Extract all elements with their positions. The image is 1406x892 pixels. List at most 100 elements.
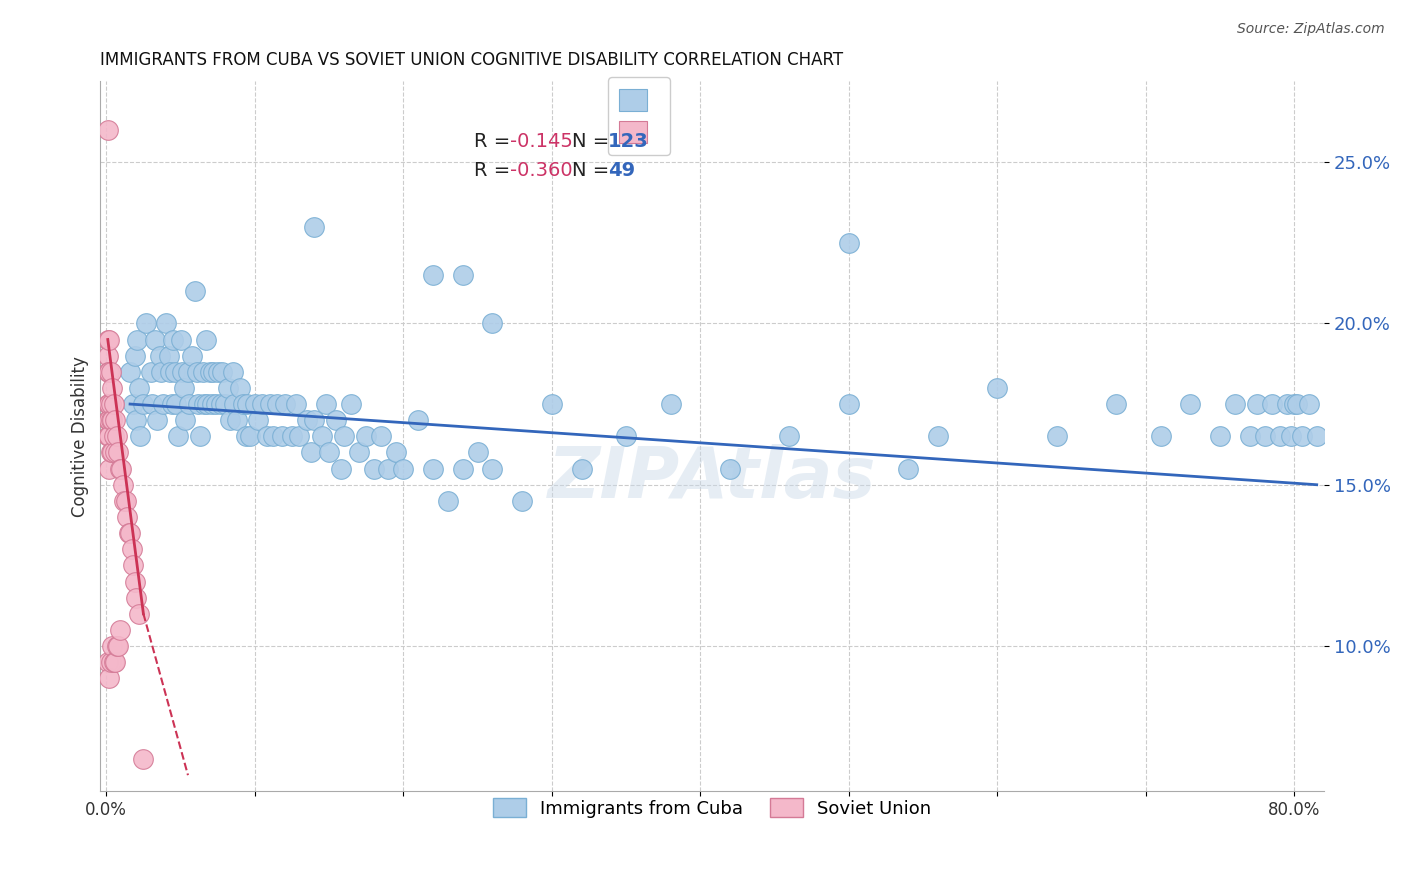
Point: [571, 461, 593, 475]
Point: [838, 397, 860, 411]
Point: [207, 365, 229, 379]
Point: [149, 349, 172, 363]
Point: [202, 365, 225, 379]
Point: [100, 655, 122, 669]
Point: [111, 477, 134, 491]
Point: [236, 397, 259, 411]
Point: [218, 413, 240, 427]
Point: [112, 494, 135, 508]
Point: [232, 397, 254, 411]
Point: [256, 429, 278, 443]
Point: [354, 429, 377, 443]
Point: [481, 317, 503, 331]
Point: [187, 397, 209, 411]
Point: [385, 445, 408, 459]
Point: [270, 429, 292, 443]
Point: [101, 381, 124, 395]
Point: [100, 397, 122, 411]
Point: [100, 365, 122, 379]
Point: [103, 655, 125, 669]
Text: IMMIGRANTS FROM CUBA VS SOVIET UNION COGNITIVE DISABILITY CORRELATION CHART: IMMIGRANTS FROM CUBA VS SOVIET UNION COG…: [100, 51, 844, 69]
Point: [1254, 429, 1277, 443]
Point: [97, 365, 120, 379]
Point: [174, 413, 197, 427]
Point: [97, 397, 120, 411]
Point: [209, 397, 232, 411]
Point: [299, 445, 322, 459]
Point: [139, 365, 162, 379]
Point: [229, 381, 252, 395]
Point: [97, 349, 120, 363]
Point: [169, 333, 191, 347]
Point: [281, 429, 304, 443]
Point: [1291, 429, 1313, 443]
Point: [1261, 397, 1284, 411]
Point: [97, 333, 120, 347]
Point: [107, 639, 129, 653]
Point: [302, 413, 325, 427]
Point: [1239, 429, 1261, 443]
Point: [98, 397, 121, 411]
Point: [422, 461, 444, 475]
Point: [128, 607, 150, 621]
Point: [141, 397, 163, 411]
Point: [221, 365, 243, 379]
Point: [205, 397, 228, 411]
Point: [325, 413, 347, 427]
Point: [100, 413, 122, 427]
Point: [132, 752, 155, 766]
Point: [110, 461, 132, 475]
Point: [266, 397, 288, 411]
Point: [246, 413, 269, 427]
Point: [98, 365, 121, 379]
Point: [170, 365, 193, 379]
Point: [125, 591, 148, 605]
Point: [252, 397, 274, 411]
Point: [179, 397, 201, 411]
Text: -0.145: -0.145: [510, 132, 574, 151]
Point: [377, 461, 399, 475]
Point: [124, 574, 146, 589]
Point: [101, 445, 124, 459]
Point: [239, 429, 262, 443]
Point: [186, 365, 208, 379]
Text: N =: N =: [571, 161, 614, 179]
Text: R =: R =: [474, 132, 516, 151]
Text: R =: R =: [474, 161, 516, 179]
Point: [927, 429, 949, 443]
Point: [114, 494, 136, 508]
Point: [128, 381, 150, 395]
Point: [311, 429, 333, 443]
Point: [329, 461, 352, 475]
Text: 49: 49: [609, 161, 636, 179]
Point: [217, 381, 239, 395]
Point: [347, 445, 370, 459]
Point: [104, 413, 127, 427]
Point: [718, 461, 741, 475]
Point: [181, 349, 204, 363]
Point: [838, 235, 860, 250]
Point: [235, 429, 257, 443]
Point: [122, 397, 145, 411]
Point: [104, 445, 127, 459]
Point: [406, 413, 429, 427]
Point: [1286, 397, 1309, 411]
Point: [193, 397, 215, 411]
Point: [243, 397, 266, 411]
Point: [510, 494, 533, 508]
Point: [98, 413, 121, 427]
Point: [159, 365, 181, 379]
Point: [98, 461, 121, 475]
Point: [115, 510, 138, 524]
Point: [191, 365, 214, 379]
Point: [1284, 397, 1306, 411]
Point: [540, 397, 562, 411]
Point: [262, 429, 284, 443]
Point: [897, 461, 920, 475]
Point: [105, 429, 128, 443]
Point: [124, 349, 146, 363]
Text: ZIPAtlas: ZIPAtlas: [548, 444, 876, 514]
Text: 123: 123: [609, 132, 650, 151]
Point: [143, 333, 166, 347]
Point: [363, 461, 385, 475]
